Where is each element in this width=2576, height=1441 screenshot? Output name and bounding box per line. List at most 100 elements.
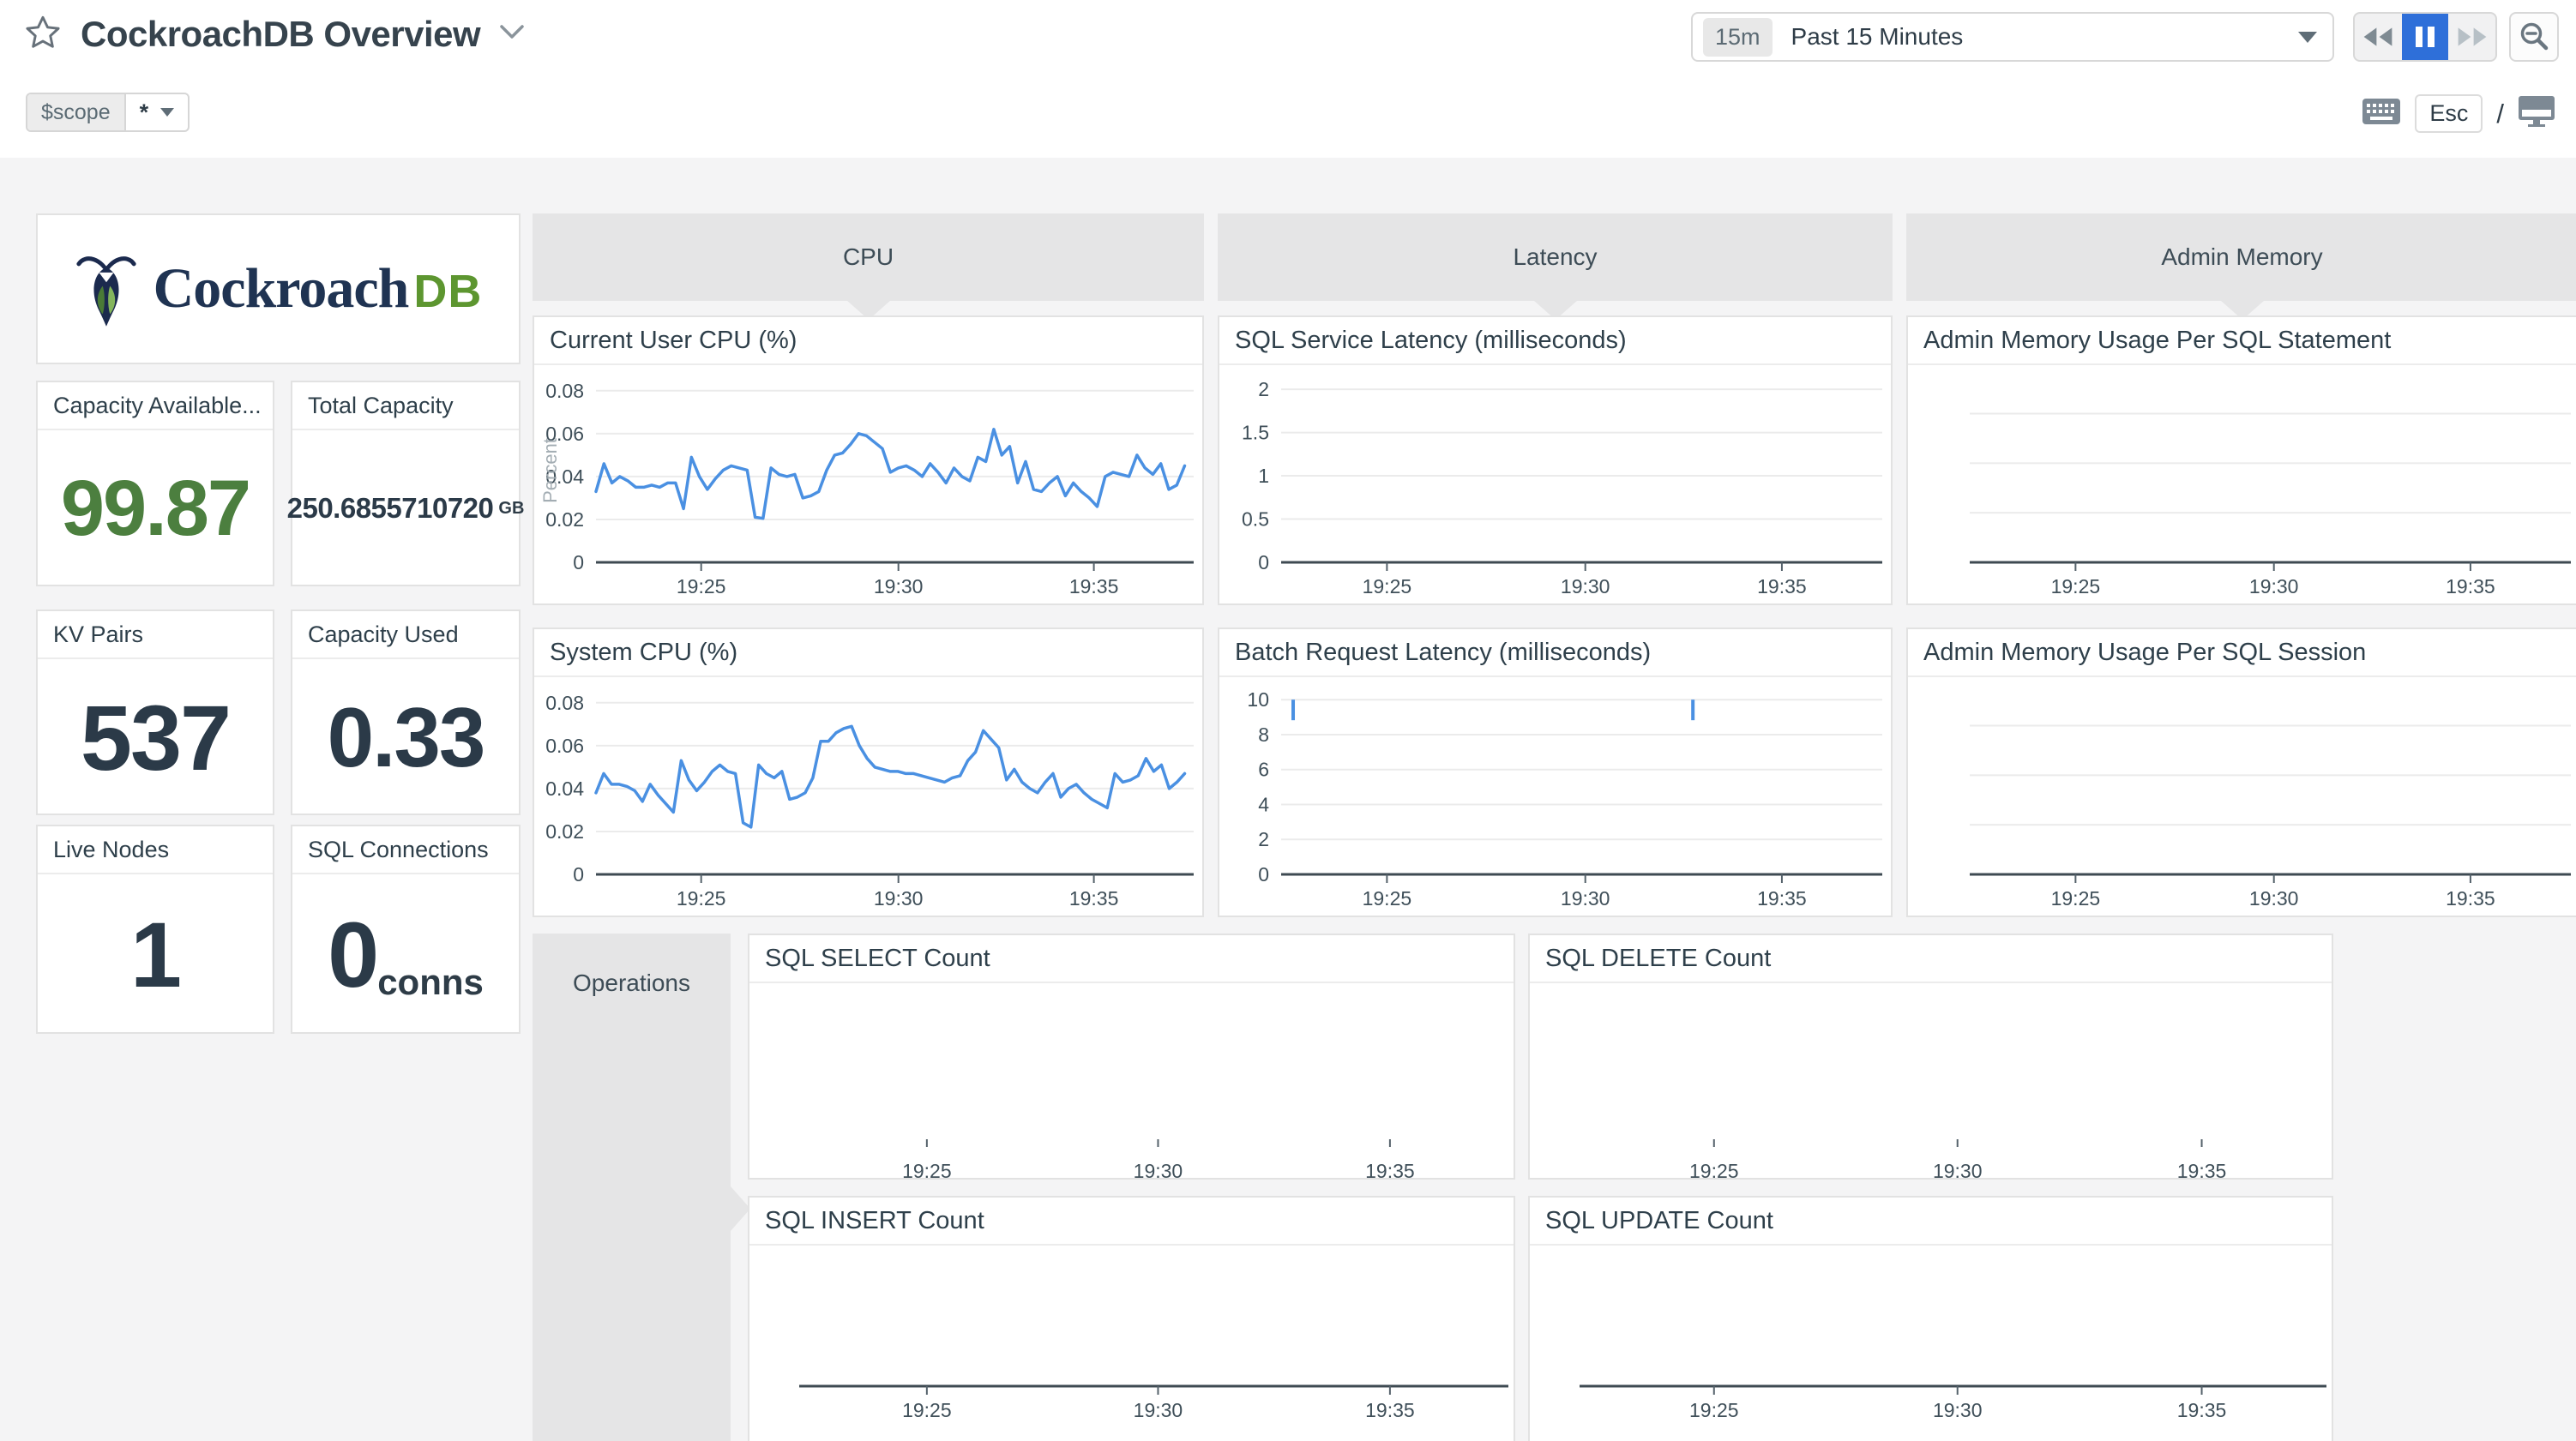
svg-text:0.06: 0.06	[545, 735, 584, 757]
svg-text:19:30: 19:30	[2249, 887, 2299, 910]
shortcut-hints: Esc /	[2362, 94, 2555, 133]
chart-system-cpu[interactable]: 0 0.02 0.04 0.06 0.08 19:25 19:30 19:35	[534, 679, 1202, 916]
chart-card-batch-request-latency: Batch Request Latency (milliseconds) 0 2 4…	[1218, 627, 1893, 917]
stat-card-sql-connections[interactable]: SQL Connections 0 conns	[291, 825, 521, 1034]
stat-card-capacity-used[interactable]: Capacity Used 0.33	[291, 609, 521, 815]
stat-card-live-nodes[interactable]: Live Nodes 1	[36, 825, 274, 1034]
keyboard-icon[interactable]	[2362, 98, 2401, 129]
svg-text:19:25: 19:25	[1363, 887, 1412, 910]
rewind-button[interactable]	[2355, 14, 2402, 60]
pause-button[interactable]	[2401, 14, 2449, 60]
chart-sql-insert-count[interactable]: 19:25 19:30 19:35	[749, 1247, 1514, 1441]
chart-current-user-cpu[interactable]: 0 0.02 0.04 0.06 0.08 19:25 19:30 19:35 Percent	[534, 367, 1202, 603]
svg-text:19:25: 19:25	[2051, 575, 2101, 597]
svg-text:19:25: 19:25	[902, 1399, 952, 1421]
svg-text:19:35: 19:35	[2446, 887, 2495, 910]
svg-text:19:25: 19:25	[677, 575, 726, 597]
logo-wordmark: Cockroach	[153, 257, 410, 320]
chart-title: SQL UPDATE Count	[1530, 1198, 2332, 1246]
chevron-down-icon[interactable]	[499, 24, 525, 45]
group-label: CPU	[842, 243, 894, 270]
fast-forward-button[interactable]	[2448, 14, 2495, 60]
svg-text:6: 6	[1258, 759, 1269, 781]
svg-text:10: 10	[1247, 688, 1269, 711]
cockroachdb-logo-card[interactable]: Cockroach DB	[36, 213, 521, 364]
svg-text:1.5: 1.5	[1242, 422, 1269, 444]
chart-card-system-cpu: System CPU (%) 0 0.02 0.04 0.06 0.08 19:25 19:…	[533, 627, 1204, 917]
chart-sql-select-count[interactable]: 19:25 19:30 19:35	[749, 985, 1514, 1178]
svg-text:2: 2	[1258, 378, 1269, 400]
stat-value: 0.33	[327, 689, 486, 784]
chart-title: System CPU (%)	[534, 629, 1202, 677]
group-header-admin-memory[interactable]: Admin Memory	[1906, 213, 2576, 320]
scope-variable-dropdown[interactable]: $scope *	[26, 93, 190, 132]
dashboard-title-group: CockroachDB Overview	[24, 14, 525, 55]
chart-sql-service-latency[interactable]: 0 0.5 1 1.5 2 19:25 19:30 19:35	[1219, 367, 1891, 603]
svg-text:19:25: 19:25	[2051, 887, 2101, 910]
chart-batch-request-latency[interactable]: 0 2 4 6 8 10 19:25 19:30 19:35	[1219, 679, 1891, 916]
svg-text:0.02: 0.02	[545, 820, 584, 843]
group-label: Admin Memory	[2161, 243, 2323, 270]
chart-card-sql-delete-count: SQL DELETE Count 19:25 19:30 19:35	[1528, 934, 2333, 1180]
group-header-latency[interactable]: Latency	[1218, 213, 1893, 320]
chart-card-sql-insert-count: SQL INSERT Count 19:25 19:30 19:35	[748, 1196, 1515, 1441]
group-label: Latency	[1513, 243, 1598, 270]
svg-text:19:30: 19:30	[1561, 575, 1610, 597]
topbar: CockroachDB Overview 15m Past 15 Minutes	[0, 0, 2576, 158]
chart-card-sql-service-latency: SQL Service Latency (milliseconds) 0 0.5 1…	[1218, 315, 1893, 605]
svg-text:19:35: 19:35	[2177, 1399, 2227, 1421]
zoom-out-button[interactable]	[2509, 12, 2559, 62]
stat-title: Total Capacity	[292, 382, 519, 430]
chart-admin-memory-statement[interactable]: 19:25 19:30 19:35	[1908, 367, 2576, 603]
group-label: Operations	[573, 970, 690, 996]
svg-text:19:35: 19:35	[1757, 887, 1807, 910]
svg-text:4: 4	[1258, 793, 1269, 815]
stat-value: 0	[328, 902, 379, 1006]
chart-card-sql-select-count: SQL SELECT Count 19:25 19:30 19:35	[748, 934, 1515, 1180]
scope-variable-value[interactable]: *	[126, 94, 189, 130]
svg-text:0.06: 0.06	[545, 423, 584, 445]
group-tail	[731, 1186, 750, 1231]
scope-variable-name: $scope	[27, 94, 126, 130]
group-header-operations[interactable]: Operations	[533, 934, 750, 1441]
stat-card-capacity-available[interactable]: Capacity Available... 99.87	[36, 381, 274, 586]
chart-card-sql-update-count: SQL UPDATE Count 19:25 19:30 19:35	[1528, 1196, 2333, 1441]
group-tail	[2219, 300, 2265, 320]
stat-card-kv-pairs[interactable]: KV Pairs 537	[36, 609, 274, 815]
svg-text:19:25: 19:25	[902, 1160, 952, 1178]
svg-text:1: 1	[1258, 465, 1269, 487]
svg-text:19:35: 19:35	[1069, 887, 1119, 910]
stat-title: Capacity Available...	[38, 382, 273, 430]
svg-text:19:35: 19:35	[1365, 1160, 1415, 1178]
chart-sql-delete-count[interactable]: 19:25 19:30 19:35	[1530, 985, 2332, 1178]
stat-value: 99.87	[60, 464, 251, 552]
svg-text:0.08: 0.08	[545, 692, 584, 714]
rewind-icon	[2363, 27, 2392, 46]
monitor-icon[interactable]	[2518, 95, 2555, 132]
magnifier-minus-icon	[2520, 22, 2549, 51]
chart-card-admin-memory-statement: Admin Memory Usage Per SQL Statement 19:…	[1906, 315, 2576, 605]
stat-title: Capacity Used	[292, 611, 519, 659]
svg-text:0: 0	[573, 863, 584, 886]
pause-icon	[2416, 27, 2435, 47]
svg-text:19:35: 19:35	[1069, 575, 1119, 597]
svg-text:19:35: 19:35	[1757, 575, 1807, 597]
chart-admin-memory-session[interactable]: 19:25 19:30 19:35	[1908, 679, 2576, 916]
dashboard-canvas: Cockroach DB Capacity Available... 99.87 …	[0, 158, 2576, 1441]
stat-unit: conns	[377, 962, 484, 1002]
svg-text:19:30: 19:30	[874, 575, 924, 597]
stat-card-total-capacity[interactable]: Total Capacity 250.6855710720 GB	[287, 381, 524, 586]
esc-key-hint[interactable]: Esc	[2415, 94, 2483, 133]
stat-title: Live Nodes	[38, 826, 273, 874]
chart-title: Admin Memory Usage Per SQL Statement	[1908, 317, 2576, 365]
slash-hint: /	[2496, 98, 2504, 129]
star-icon[interactable]	[24, 15, 62, 55]
group-header-cpu[interactable]: CPU	[533, 213, 1204, 320]
time-range-select[interactable]: 15m Past 15 Minutes	[1691, 12, 2334, 62]
page-title: CockroachDB Overview	[81, 14, 481, 54]
scope-value-text: *	[139, 99, 149, 125]
chart-sql-update-count[interactable]: 19:25 19:30 19:35	[1530, 1247, 2332, 1441]
time-range-label: Past 15 Minutes	[1791, 23, 1964, 50]
svg-text:19:25: 19:25	[1689, 1160, 1739, 1178]
group-tail	[846, 300, 891, 320]
